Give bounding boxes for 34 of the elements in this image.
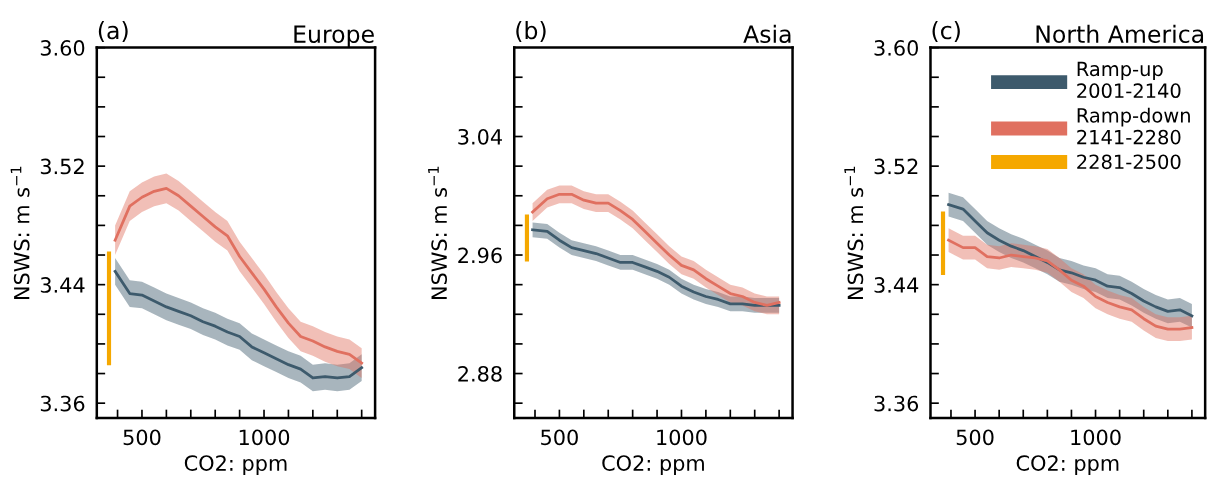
line-series — [113, 269, 364, 380]
legend-label: 2281-2500 — [1077, 154, 1181, 170]
x-tick-label: 500 — [123, 429, 161, 446]
y-tick-label: 2.88 — [458, 366, 502, 382]
x-axis-title: CO2: ppm — [184, 455, 287, 475]
y-axis-title: NSWS: m s$^{−1}$ — [428, 166, 448, 299]
chart-title: Europe — [294, 25, 374, 48]
x-axis-title: CO2: ppm — [602, 455, 704, 475]
y-tick-label: 3.04 — [458, 128, 502, 145]
y-tick-label: 3.60 — [40, 40, 85, 56]
y-tick-label: 3.44 — [40, 277, 85, 293]
y-tick-label: 3.52 — [40, 158, 84, 175]
x-tick-label: 1000 — [1071, 429, 1121, 446]
chart-title: Asia — [743, 24, 791, 44]
y-tick-label: 2.96 — [458, 247, 502, 264]
line-series — [947, 238, 1194, 331]
legend-label: Ramp-down 2141-2280 — [1077, 107, 1190, 145]
y-tick-label: 3.36 — [40, 395, 85, 412]
y-tick-label: 3.60 — [874, 40, 918, 56]
x-tick-label: 500 — [541, 429, 578, 446]
y-tick-label: 3.52 — [874, 158, 918, 175]
y-tick-label: 3.44 — [874, 277, 919, 293]
chart-title: North America — [1036, 24, 1204, 44]
y-tick-label: 3.36 — [874, 395, 919, 412]
x-axis-title: CO2: ppm — [1016, 455, 1119, 475]
y-axis-title: NSWS: m s$^{−1}$ — [10, 166, 30, 299]
x-tick-label: 1000 — [239, 429, 290, 446]
text: (c) — [932, 21, 960, 43]
x-tick-label: 500 — [956, 429, 994, 446]
text: (a) — [98, 21, 128, 43]
text: (b) — [516, 21, 546, 43]
legend-label: Ramp-up 2001-2140 — [1077, 61, 1181, 99]
x-tick-label: 1000 — [657, 429, 707, 446]
y-axis-title: NSWS: m s$^{−1}$ — [844, 166, 864, 299]
